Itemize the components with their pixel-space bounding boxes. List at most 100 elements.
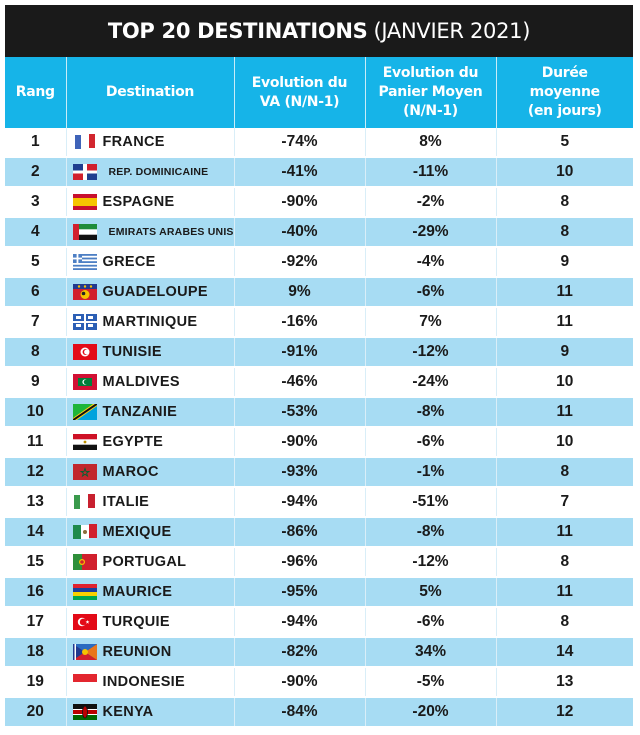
destination-name: EMIRATS ARABES UNIS bbox=[108, 226, 234, 238]
va-evolution-cell: -74% bbox=[233, 128, 365, 158]
panier-evolution-cell: -11% bbox=[364, 157, 496, 188]
header-duree-line: moyenne bbox=[529, 84, 600, 100]
va-evolution-cell: -92% bbox=[233, 247, 365, 278]
panier-evolution-cell: -6% bbox=[364, 607, 496, 638]
va-evolution-cell: -94% bbox=[233, 607, 365, 638]
duree-cell: 7 bbox=[495, 487, 633, 518]
duree-cell: 11 bbox=[495, 517, 633, 548]
va-evolution-cell: -84% bbox=[233, 697, 365, 728]
panier-evolution-cell: -8% bbox=[364, 397, 496, 428]
panier-evolution-cell: -1% bbox=[364, 457, 496, 488]
destinations-infographic: TOP 20 DESTINATIONS (JANVIER 2021) Rang … bbox=[5, 5, 633, 728]
va-evolution-cell: -95% bbox=[233, 577, 365, 608]
destination-cell: GRECE bbox=[65, 247, 234, 278]
destination-name: GUADELOUPE bbox=[102, 284, 208, 300]
table-row: 4 EMIRATS ARABES UNIS -40% -29% 8 bbox=[5, 217, 633, 248]
panier-evolution-cell: -2% bbox=[364, 187, 496, 218]
rank-cell: 17 bbox=[5, 607, 66, 638]
destination-cell: REUNION bbox=[65, 637, 234, 668]
rank-cell: 13 bbox=[5, 487, 66, 518]
table-row: 11 EGYPTE -90% -6% 10 bbox=[5, 427, 633, 458]
reunion-flag-icon bbox=[72, 644, 97, 660]
duree-cell: 9 bbox=[495, 337, 633, 368]
rank-cell: 6 bbox=[5, 277, 66, 308]
destination-cell: MEXIQUE bbox=[65, 517, 234, 548]
martinique-flag-icon bbox=[72, 314, 97, 330]
destination-name: MARTINIQUE bbox=[102, 314, 198, 330]
table-row: 1 FRANCE -74% 8% 5 bbox=[5, 128, 633, 158]
va-evolution-cell: -46% bbox=[233, 367, 365, 398]
duree-cell: 8 bbox=[495, 217, 633, 248]
duree-cell: 11 bbox=[495, 277, 633, 308]
va-evolution-cell: -40% bbox=[233, 217, 365, 248]
table-row: 18 REUNION -82% 34% 14 bbox=[5, 637, 633, 668]
destination-name: FRANCE bbox=[102, 134, 165, 150]
va-evolution-cell: -94% bbox=[233, 487, 365, 518]
panier-evolution-cell: 7% bbox=[364, 307, 496, 338]
duree-cell: 10 bbox=[495, 427, 633, 458]
header-duree-line: Durée bbox=[541, 65, 588, 81]
morocco-flag-icon bbox=[72, 464, 97, 480]
panier-evolution-cell: -51% bbox=[364, 487, 496, 518]
panier-evolution-cell: -20% bbox=[364, 697, 496, 728]
va-evolution-cell: 9% bbox=[233, 277, 365, 308]
header-duree-line: (en jours) bbox=[527, 103, 602, 119]
tunisia-flag-icon bbox=[72, 344, 97, 360]
rank-cell: 2 bbox=[5, 157, 66, 188]
table-row: 3 ESPAGNE -90% -2% 8 bbox=[5, 187, 633, 218]
panier-evolution-cell: -8% bbox=[364, 517, 496, 548]
tanzania-flag-icon bbox=[72, 404, 97, 420]
table-row: 7 MARTINIQUE -16% 7% 11 bbox=[5, 307, 633, 338]
destination-name: MAROC bbox=[102, 464, 159, 480]
egypt-flag-icon bbox=[72, 434, 97, 450]
duree-cell: 8 bbox=[495, 187, 633, 218]
panier-evolution-cell: -6% bbox=[364, 277, 496, 308]
panier-evolution-cell: 34% bbox=[364, 637, 496, 668]
header-rang: Rang bbox=[5, 57, 66, 128]
destinations-table: Rang Destination Evolution du VA (N/N-1)… bbox=[5, 57, 633, 728]
va-evolution-cell: -91% bbox=[233, 337, 365, 368]
greece-flag-icon bbox=[72, 254, 97, 270]
duree-cell: 5 bbox=[495, 128, 633, 158]
panier-evolution-cell: 8% bbox=[364, 128, 496, 158]
rank-cell: 7 bbox=[5, 307, 66, 338]
table-row: 8 TUNISIE -91% -12% 9 bbox=[5, 337, 633, 368]
destination-name: EGYPTE bbox=[102, 434, 164, 450]
header-duree: Durée moyenne (en jours) bbox=[495, 57, 633, 128]
rank-cell: 3 bbox=[5, 187, 66, 218]
va-evolution-cell: -86% bbox=[233, 517, 365, 548]
destination-name: PORTUGAL bbox=[102, 554, 187, 570]
rank-cell: 11 bbox=[5, 427, 66, 458]
maldives-flag-icon bbox=[72, 374, 97, 390]
table-row: 20 KENYA -84% -20% 12 bbox=[5, 697, 633, 728]
destination-name: REUNION bbox=[102, 644, 172, 660]
destination-name: MALDIVES bbox=[102, 374, 180, 390]
panier-evolution-cell: -24% bbox=[364, 367, 496, 398]
rank-cell: 14 bbox=[5, 517, 66, 548]
destination-cell: TURQUIE bbox=[65, 607, 234, 638]
table-row: 16 MAURICE -95% 5% 11 bbox=[5, 577, 633, 608]
spain-flag-icon bbox=[72, 194, 97, 210]
destination-name: GRECE bbox=[102, 254, 156, 270]
turkey-flag-icon bbox=[72, 614, 97, 630]
rank-cell: 12 bbox=[5, 457, 66, 488]
panier-evolution-cell: -12% bbox=[364, 337, 496, 368]
table-row: 9 MALDIVES -46% -24% 10 bbox=[5, 367, 633, 398]
destination-cell: PORTUGAL bbox=[65, 547, 234, 578]
destination-cell: ESPAGNE bbox=[65, 187, 234, 218]
destination-name: MEXIQUE bbox=[102, 524, 172, 540]
va-evolution-cell: -16% bbox=[233, 307, 365, 338]
kenya-flag-icon bbox=[72, 704, 97, 720]
destination-name: REP. DOMINICAINE bbox=[108, 166, 209, 178]
destination-cell: TANZANIE bbox=[65, 397, 234, 428]
table-row: 2 REP. DOMINICAINE -41% -11% 10 bbox=[5, 157, 633, 188]
rank-cell: 19 bbox=[5, 667, 66, 698]
destination-cell: ITALIE bbox=[65, 487, 234, 518]
va-evolution-cell: -41% bbox=[233, 157, 365, 188]
table-row: 17 TURQUIE -94% -6% 8 bbox=[5, 607, 633, 638]
destination-name: MAURICE bbox=[102, 584, 173, 600]
table-row: 6 GUADELOUPE 9% -6% 11 bbox=[5, 277, 633, 308]
header-va-line: Evolution du bbox=[251, 74, 348, 91]
title-bar: TOP 20 DESTINATIONS (JANVIER 2021) bbox=[5, 5, 633, 57]
va-evolution-cell: -82% bbox=[233, 637, 365, 668]
